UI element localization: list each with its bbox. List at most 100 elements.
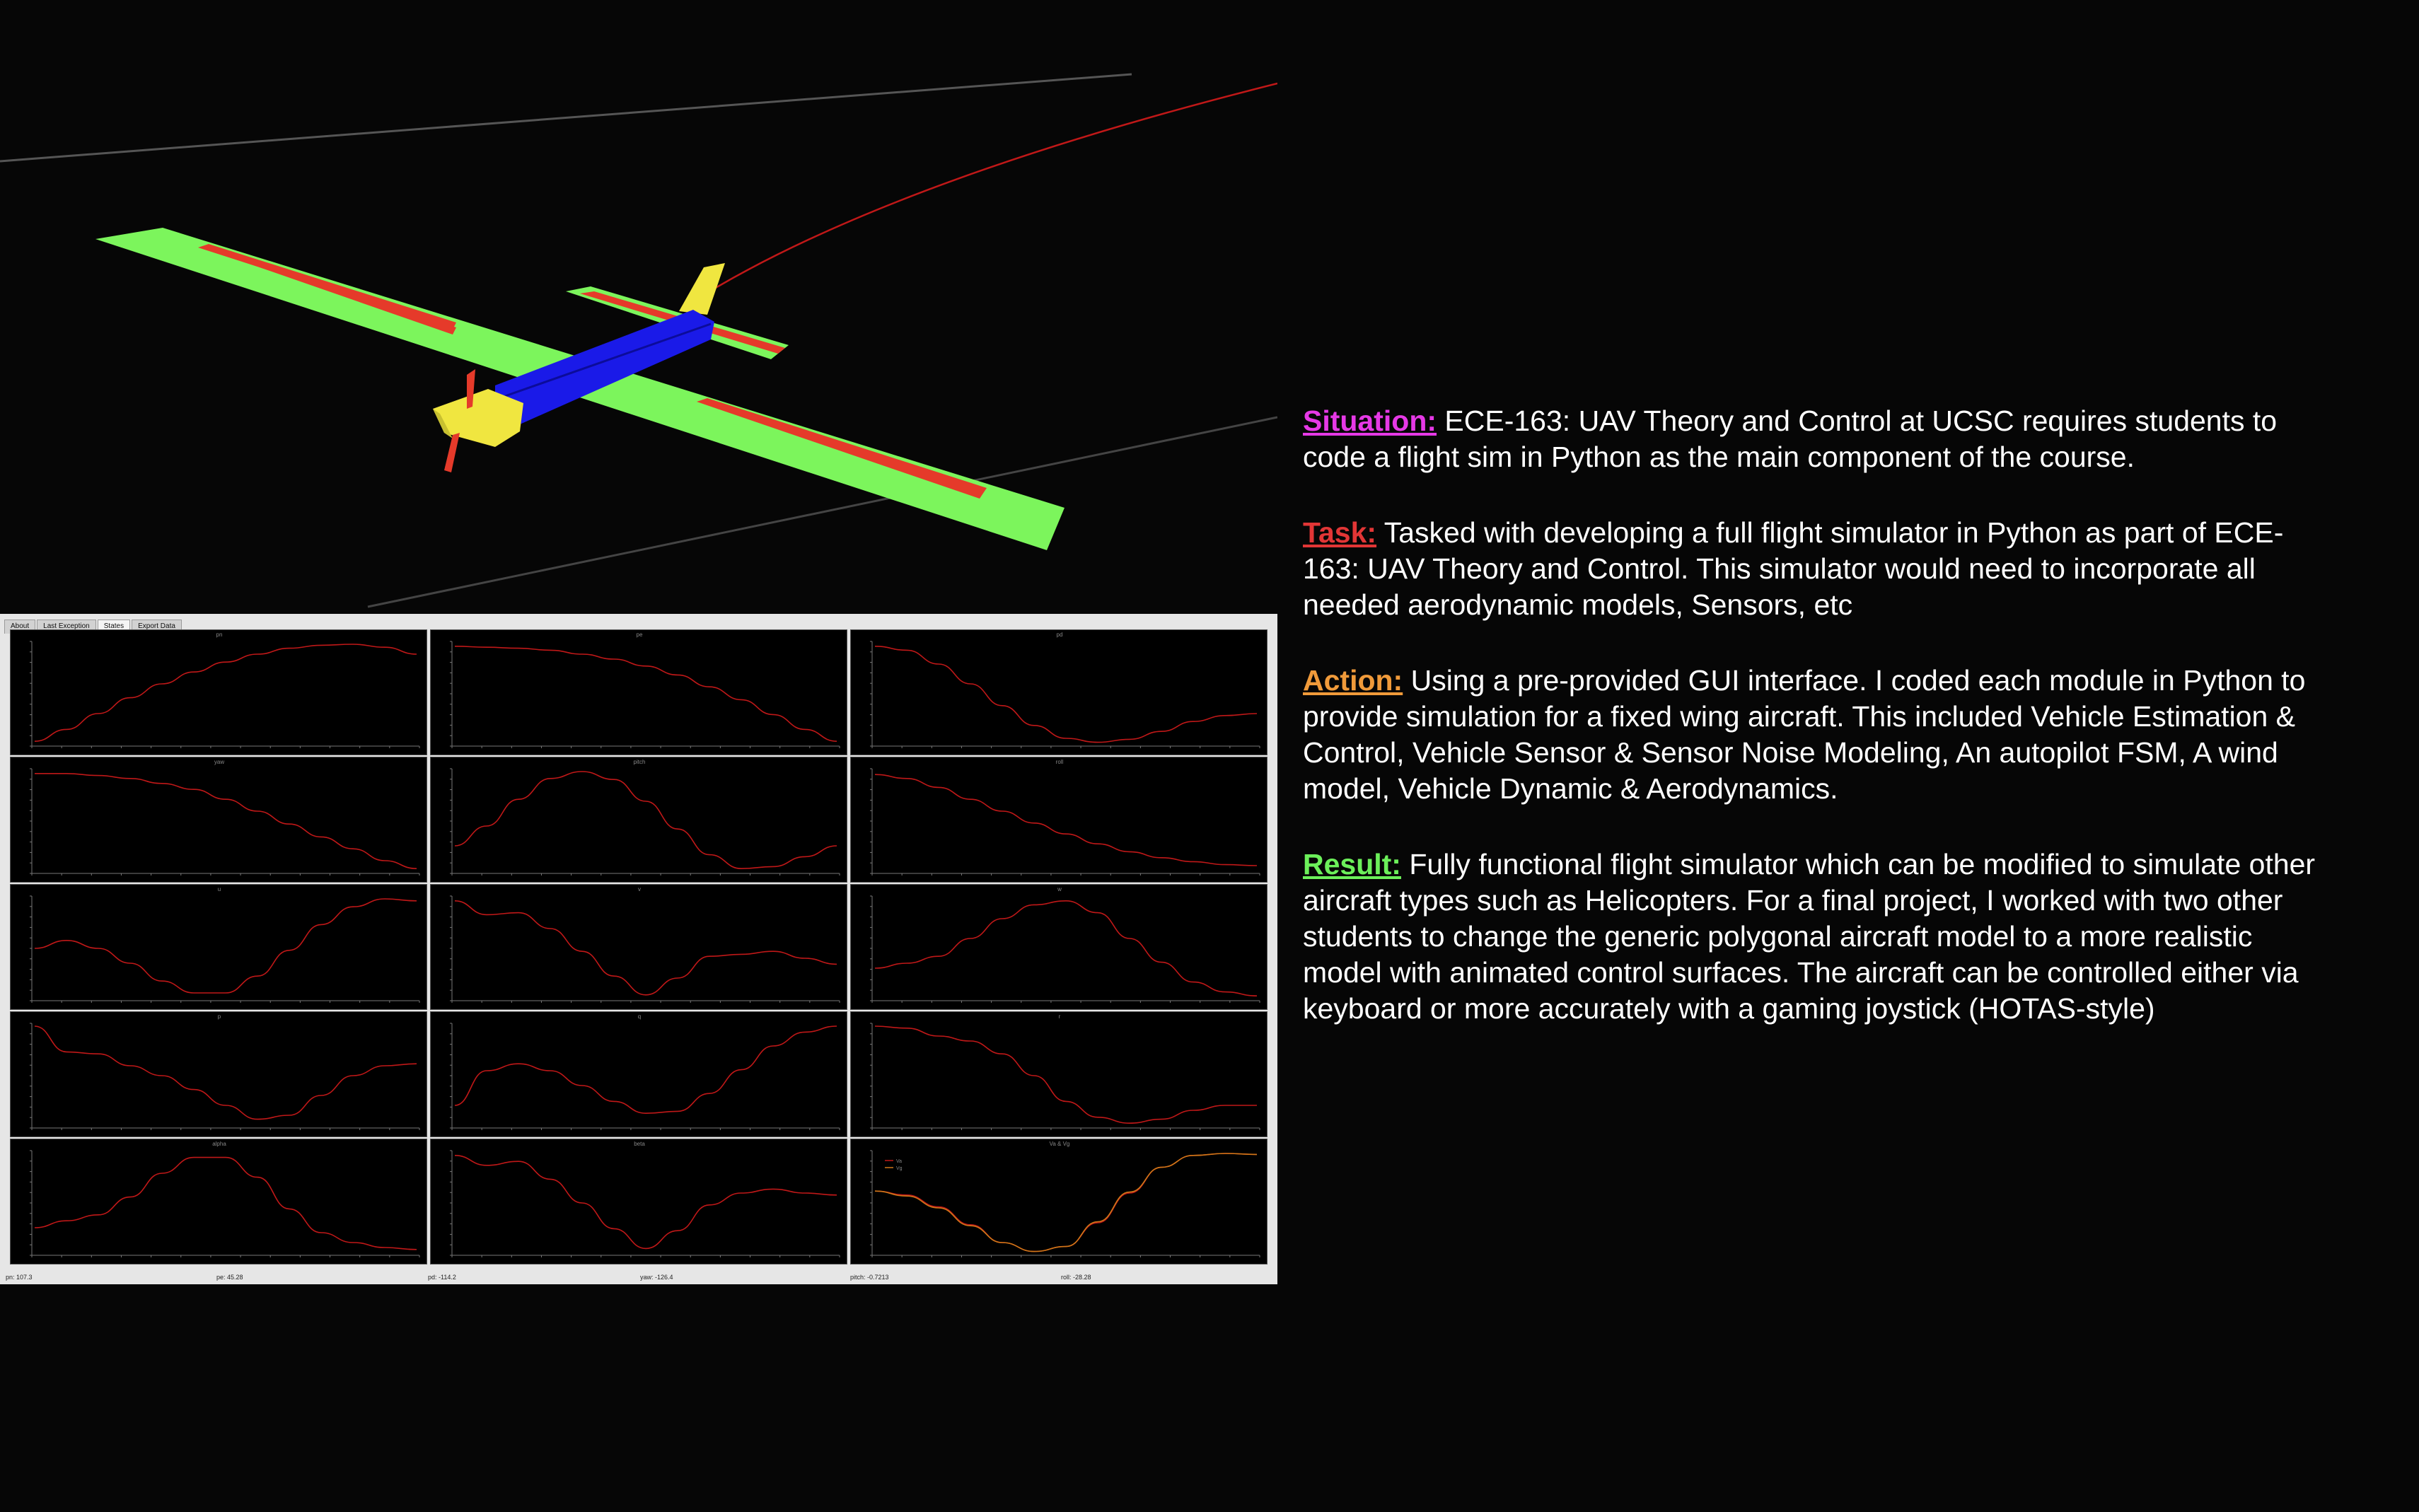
plot-title: q — [638, 1013, 641, 1020]
plot-canvas: roll — [870, 759, 1260, 876]
plot-canvas: yaw — [30, 759, 420, 876]
plot-axes — [451, 1151, 840, 1256]
plot-axes — [871, 896, 1260, 1001]
plot-canvas: alpha — [30, 1141, 420, 1257]
plot-canvas: w — [870, 886, 1260, 1003]
plot-alpha: alpha — [10, 1139, 427, 1264]
plot-canvas: pd — [870, 632, 1260, 748]
fuselage — [495, 310, 714, 424]
plot-canvas: pn — [30, 632, 420, 748]
series-line-va — [874, 1153, 1258, 1252]
plot-canvas: beta — [450, 1141, 840, 1257]
plot-canvas: u — [30, 886, 420, 1003]
plot-w: w — [850, 884, 1267, 1010]
plot-title: w — [1057, 886, 1062, 892]
nose-front — [433, 409, 453, 438]
star-description: Situation: ECE-163: UAV Theory and Contr… — [1303, 403, 2321, 1066]
series-line — [874, 1025, 1257, 1124]
plot-axes — [871, 1151, 1260, 1256]
series-line — [34, 898, 417, 994]
aileron-left-body — [209, 248, 456, 335]
status-pe: pe: 45.28 — [216, 1274, 243, 1281]
plot-axes — [31, 1023, 419, 1129]
aircraft-model — [95, 228, 1065, 550]
series-line — [874, 646, 1258, 743]
plot-canvas: q — [450, 1013, 840, 1130]
series-line — [35, 773, 417, 869]
vertical-stabilizer — [679, 263, 725, 315]
state-plots-panel: About Last Exception States Export Data … — [0, 614, 1277, 1284]
plot-axes — [451, 1023, 840, 1129]
plot-axes — [31, 641, 419, 747]
task-label: Task: — [1303, 516, 1377, 549]
plot-u: u — [10, 884, 427, 1010]
plot-yaw: yaw — [10, 757, 427, 883]
plot-canvas: pitch — [450, 759, 840, 876]
plot-va-vg: Va & Vg Va Vg — [850, 1139, 1267, 1264]
plot-canvas: v — [450, 886, 840, 1003]
aircraft-scene — [0, 73, 1278, 608]
plot-axes — [451, 641, 840, 747]
plot-axes — [451, 769, 840, 874]
plot-title: pitch — [634, 759, 646, 765]
plot-title: roll — [1056, 759, 1064, 765]
series-line — [34, 1156, 417, 1250]
plot-axes — [871, 1023, 1260, 1129]
series-line-vg — [874, 1153, 1258, 1252]
plot-axes — [31, 896, 419, 1001]
plot-title: u — [218, 886, 221, 892]
situation-label: Situation: — [1303, 405, 1437, 437]
simulator-3d-viewport[interactable] — [0, 0, 1278, 610]
series-line — [454, 900, 837, 996]
plot-title: beta — [634, 1141, 645, 1147]
plot-r: r — [850, 1011, 1267, 1137]
plot-beta: beta — [430, 1139, 847, 1264]
status-roll: roll: -28.28 — [1061, 1274, 1091, 1281]
status-pd: pd: -114.2 — [428, 1274, 456, 1281]
nose-cowling — [433, 389, 523, 447]
result-label: Result: — [1303, 848, 1401, 880]
horizon-line — [0, 73, 1132, 163]
plot-q: q — [430, 1011, 847, 1137]
situation-text: ECE-163: UAV Theory and Control at UCSC … — [1303, 405, 2278, 473]
situation-paragraph: Situation: ECE-163: UAV Theory and Contr… — [1303, 403, 2321, 475]
plot-title: v — [638, 886, 641, 892]
legend-label: Vg — [896, 1166, 903, 1171]
status-bar: pn: 107.3 pe: 45.28 pd: -114.2 yaw: -126… — [0, 1272, 1277, 1283]
plot-axes — [451, 896, 840, 1001]
plot-title: Va & Vg — [1050, 1141, 1070, 1147]
series-line — [454, 771, 837, 870]
plot-title: r — [1059, 1013, 1061, 1020]
plot-roll: roll — [850, 757, 1267, 883]
plot-pitch: pitch — [430, 757, 847, 883]
task-text: Tasked with developing a full flight sim… — [1303, 516, 2284, 621]
plot-title: p — [218, 1013, 221, 1020]
plot-title: pe — [637, 632, 643, 638]
plot-canvas: p — [30, 1013, 420, 1130]
plot-title: pn — [216, 632, 223, 638]
propeller-blade-top — [467, 369, 475, 409]
flight-path-trace — [714, 82, 1278, 290]
status-yaw: yaw: -126.4 — [640, 1274, 673, 1281]
plot-axes — [871, 769, 1260, 874]
result-text: Fully functional flight simulator which … — [1303, 848, 2316, 1025]
plot-v: v — [430, 884, 847, 1010]
legend-label: Va — [896, 1159, 902, 1164]
series-line — [874, 774, 1258, 866]
series-line — [34, 1025, 417, 1120]
series-line — [34, 644, 417, 742]
plot-title: pd — [1057, 632, 1063, 638]
plot-p: p — [10, 1011, 427, 1137]
aileron-right — [697, 398, 987, 499]
plot-grid: pn pe pd yaw pitch roll u v w p q r alpha beta Va & Vg… — [10, 629, 1267, 1264]
status-pitch: pitch: -0.7213 — [850, 1274, 889, 1281]
plot-canvas: r — [870, 1013, 1260, 1130]
action-text: Using a pre-provided GUI interface. I co… — [1303, 664, 2306, 805]
task-paragraph: Task: Tasked with developing a full flig… — [1303, 515, 2321, 623]
series-line — [874, 900, 1258, 996]
plot-axes — [31, 769, 419, 874]
series-line — [454, 1025, 837, 1115]
action-label: Action: — [1303, 664, 1403, 697]
fuselage-edge — [494, 322, 712, 401]
status-pn: pn: 107.3 — [6, 1274, 33, 1281]
